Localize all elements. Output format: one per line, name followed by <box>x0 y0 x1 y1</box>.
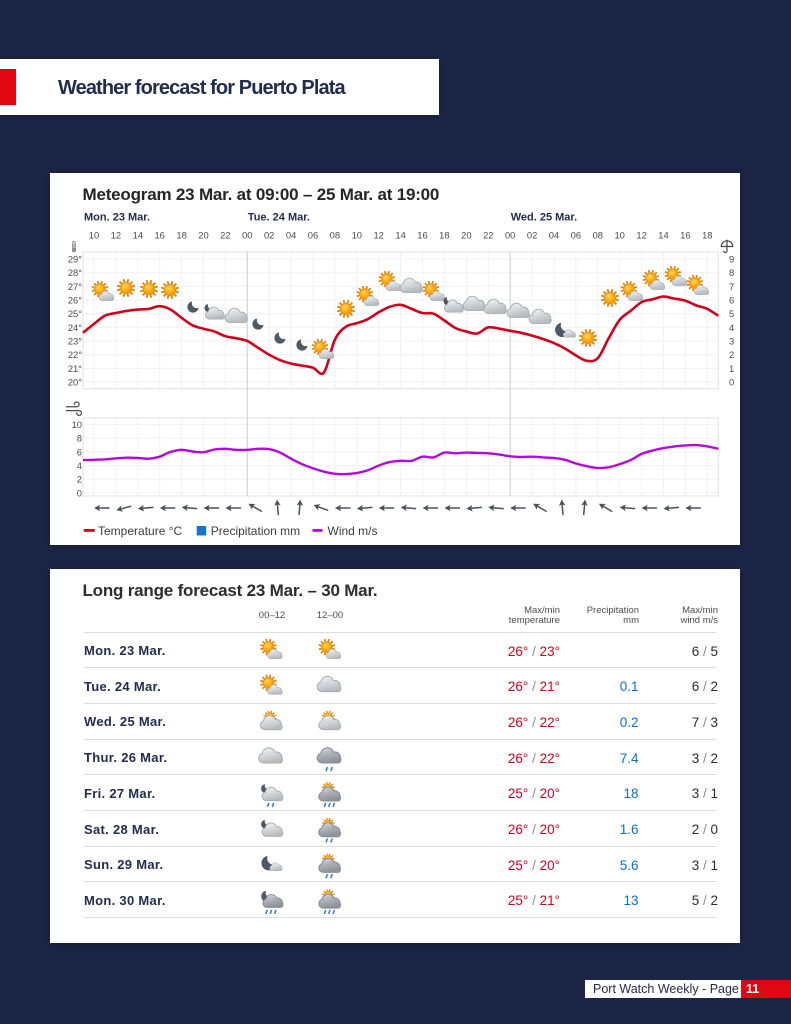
svg-text:Wind m/s: Wind m/s <box>328 524 378 538</box>
svg-text:Mon. 23 Mar.: Mon. 23 Mar. <box>84 212 150 224</box>
svg-text:00: 00 <box>505 230 515 241</box>
svg-text:28°: 28° <box>68 267 82 278</box>
svg-text:02: 02 <box>264 230 274 241</box>
svg-text:26°: 26° <box>68 295 82 306</box>
svg-text:12: 12 <box>111 230 121 241</box>
svg-text:2: 2 <box>77 474 82 485</box>
svg-text:14: 14 <box>658 230 668 241</box>
svg-text:Tue. 24 Mar.: Tue. 24 Mar. <box>248 212 310 224</box>
svg-text:29°: 29° <box>68 254 82 265</box>
svg-text:08: 08 <box>593 230 603 241</box>
svg-text:8: 8 <box>77 433 82 444</box>
svg-text:23°: 23° <box>68 336 82 347</box>
svg-text:10: 10 <box>89 230 99 241</box>
svg-text:8: 8 <box>729 267 734 278</box>
svg-text:5: 5 <box>729 308 734 319</box>
svg-text:10: 10 <box>72 419 82 430</box>
svg-text:04: 04 <box>549 230 559 241</box>
svg-text:16: 16 <box>680 230 690 241</box>
svg-text:2: 2 <box>729 349 734 360</box>
svg-text:12: 12 <box>373 230 383 241</box>
svg-text:22: 22 <box>483 230 493 241</box>
svg-text:22: 22 <box>220 230 230 241</box>
svg-text:9: 9 <box>729 254 734 265</box>
svg-text:Precipitation mm: Precipitation mm <box>211 524 300 538</box>
svg-text:10: 10 <box>614 230 624 241</box>
svg-text:02: 02 <box>527 230 537 241</box>
svg-text:06: 06 <box>308 230 318 241</box>
svg-text:6: 6 <box>77 446 82 457</box>
svg-text:04: 04 <box>286 230 296 241</box>
svg-text:16: 16 <box>154 230 164 241</box>
svg-text:20°: 20° <box>68 377 82 388</box>
svg-text:16: 16 <box>417 230 427 241</box>
svg-text:06: 06 <box>571 230 581 241</box>
svg-text:00: 00 <box>242 230 252 241</box>
svg-text:6: 6 <box>729 295 734 306</box>
svg-text:4: 4 <box>729 322 734 333</box>
svg-text:Wed. 25 Mar.: Wed. 25 Mar. <box>511 212 577 224</box>
svg-text:7: 7 <box>729 281 734 292</box>
svg-text:0: 0 <box>77 487 82 498</box>
svg-text:1: 1 <box>729 363 734 374</box>
svg-text:20: 20 <box>198 230 208 241</box>
svg-text:14: 14 <box>133 230 143 241</box>
svg-text:21°: 21° <box>68 363 82 374</box>
svg-text:08: 08 <box>330 230 340 241</box>
svg-text:Temperature °C: Temperature °C <box>98 524 182 538</box>
svg-text:10: 10 <box>352 230 362 241</box>
svg-text:18: 18 <box>176 230 186 241</box>
svg-text:22°: 22° <box>68 349 82 360</box>
svg-text:25°: 25° <box>68 308 82 319</box>
svg-text:14: 14 <box>395 230 405 241</box>
svg-text:3: 3 <box>729 336 734 347</box>
svg-text:24°: 24° <box>68 322 82 333</box>
svg-text:4: 4 <box>77 460 82 471</box>
svg-text:18: 18 <box>702 230 712 241</box>
svg-text:27°: 27° <box>68 281 82 292</box>
svg-text:18: 18 <box>439 230 449 241</box>
svg-text:0: 0 <box>729 377 734 388</box>
svg-text:12: 12 <box>636 230 646 241</box>
svg-text:20: 20 <box>461 230 471 241</box>
